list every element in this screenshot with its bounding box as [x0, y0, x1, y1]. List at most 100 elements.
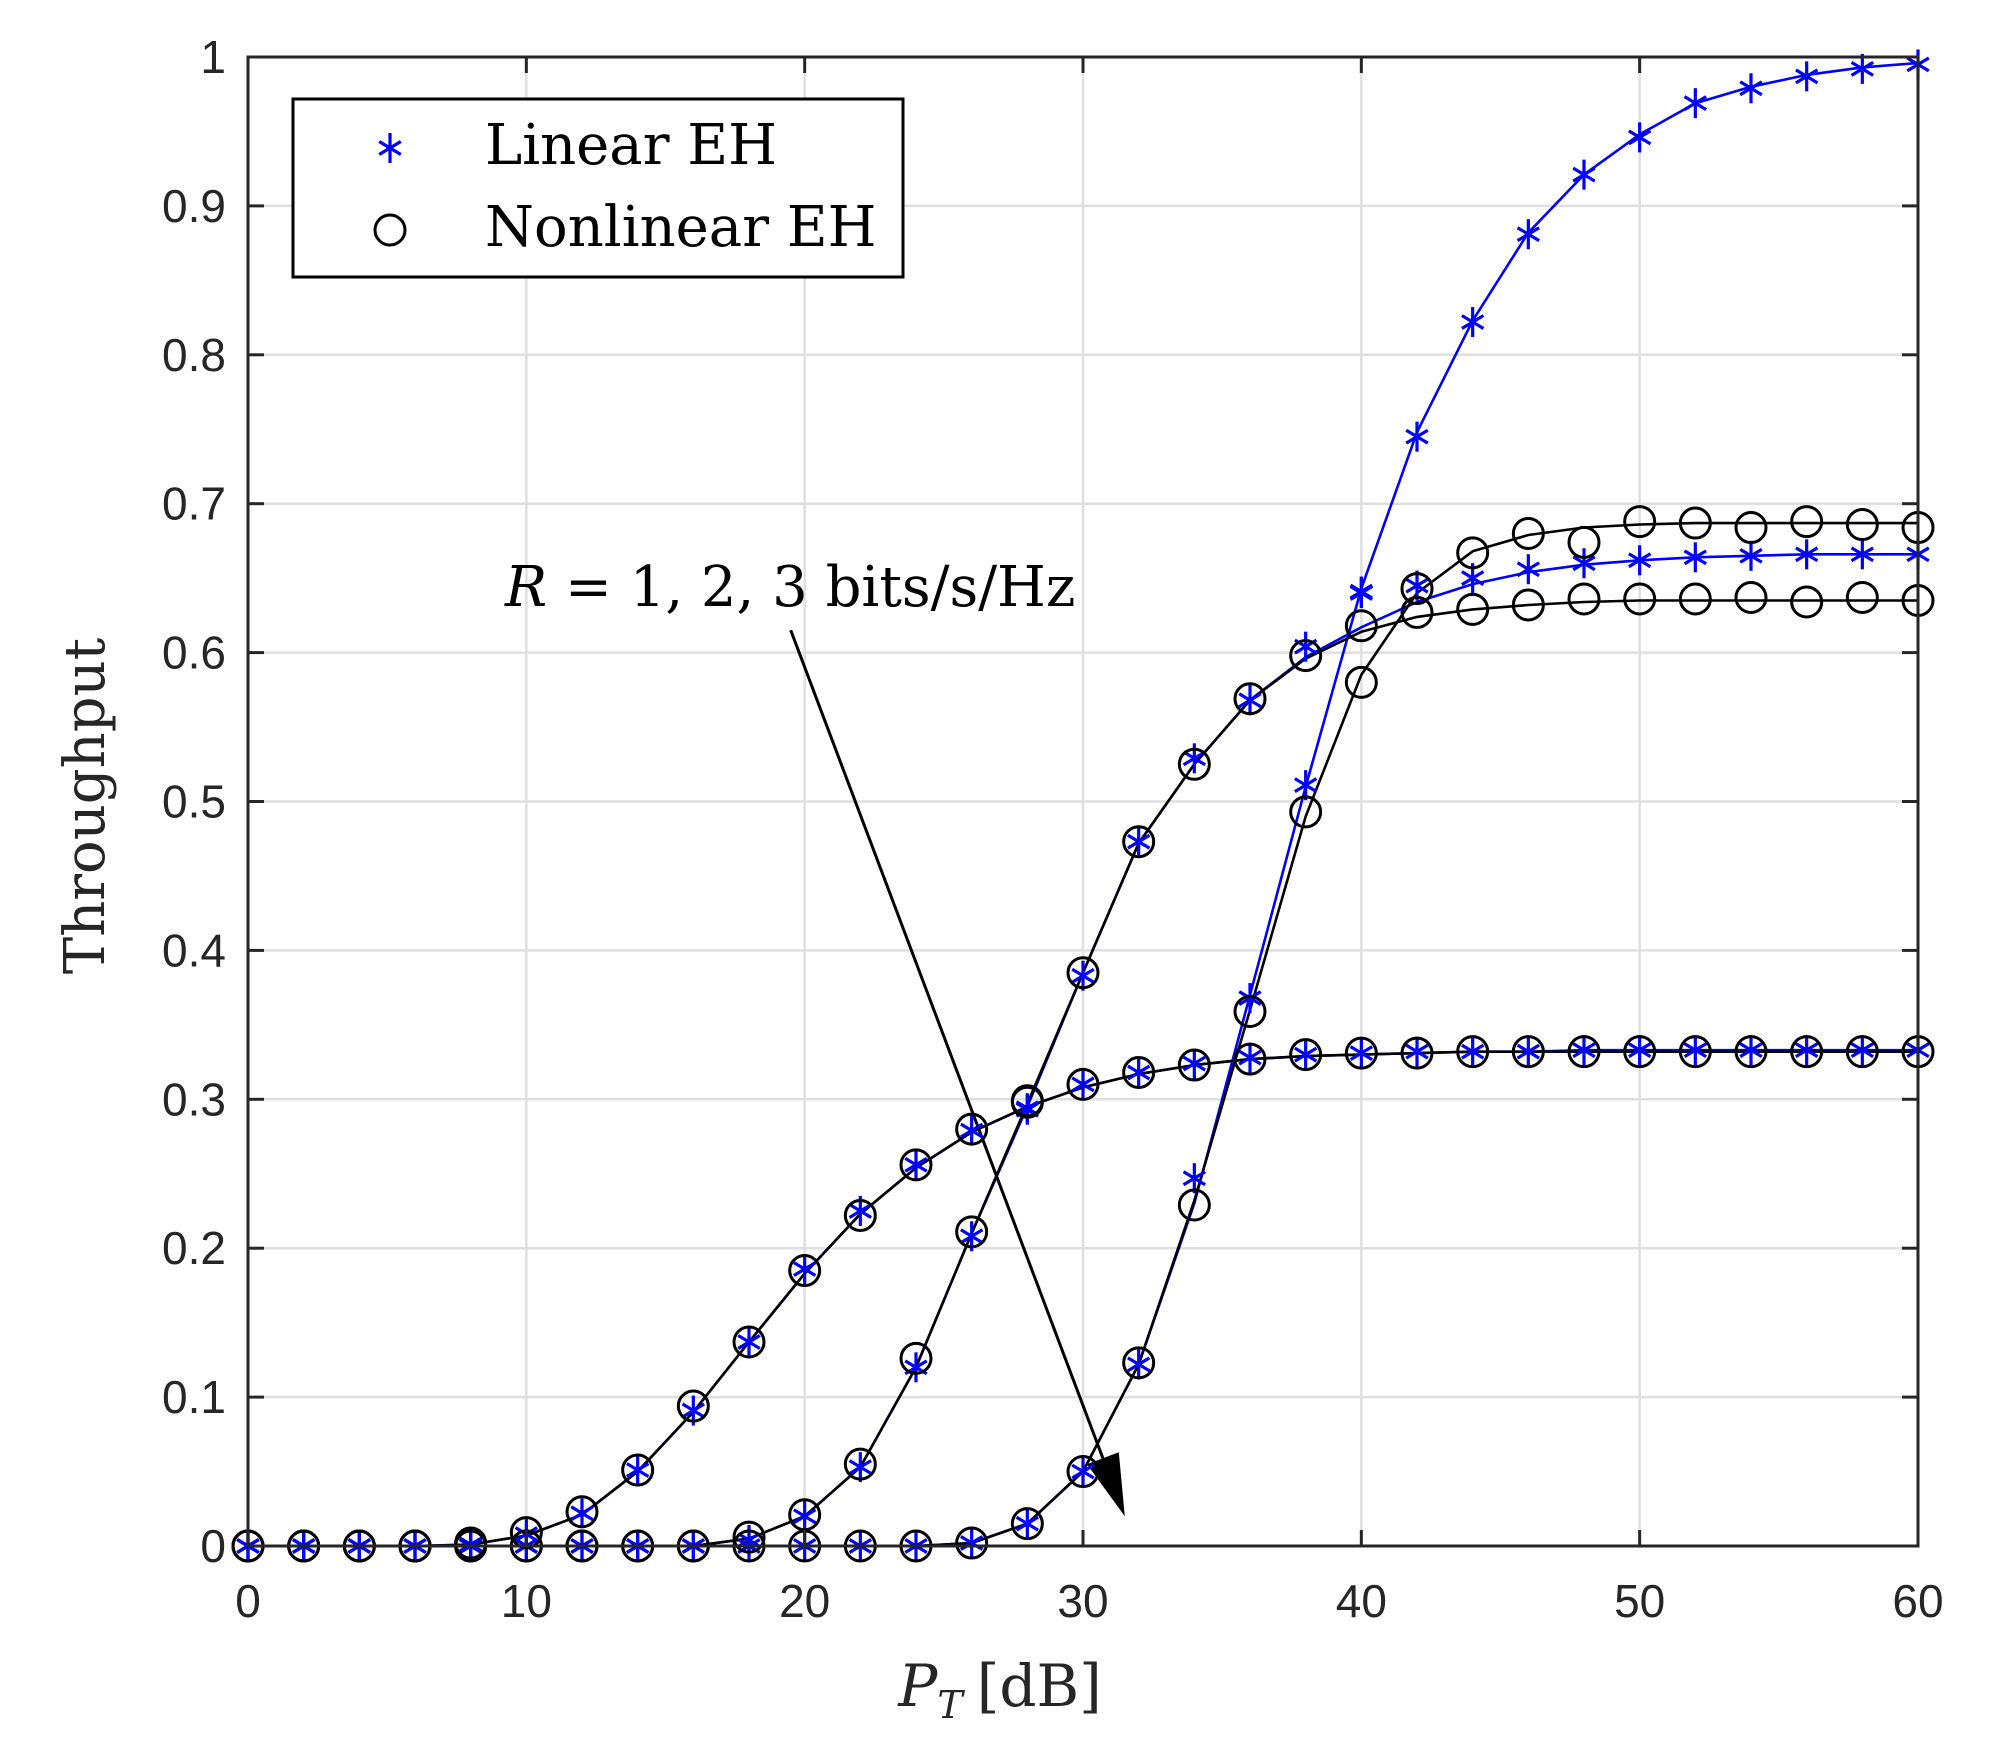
- marker-circle-s7-p7: [621, 1453, 655, 1487]
- marker-asterisk-s5-p21-stroke-d2: [1405, 428, 1429, 445]
- marker-asterisk-s3-p24-stroke-d2: [1572, 555, 1596, 572]
- marker-circle-s7-p20: [1344, 1036, 1378, 1070]
- marker-asterisk-s5-p14-stroke-d2: [1015, 1515, 1039, 1532]
- x-axis-title-symbol: P: [897, 1652, 938, 1720]
- marker-circle-s11-p26: [1678, 506, 1712, 540]
- marker-circle-s7-p12: [899, 1148, 933, 1182]
- marker-asterisk-s5-p18: [1238, 983, 1262, 1014]
- marker-circle-s9-p14: [1010, 1084, 1044, 1118]
- marker-asterisk-s1-p28: [1795, 1035, 1819, 1066]
- marker-circle-s11-p27: [1734, 511, 1768, 545]
- marker-asterisk-s1-p6: [570, 1498, 594, 1529]
- marker-asterisk-s1-p27-stroke-d2: [1739, 1042, 1763, 1059]
- marker-circle-s9-p13: [955, 1215, 989, 1249]
- x-tick-label: 40: [1336, 1575, 1387, 1627]
- marker-asterisk-s5-p15-stroke-d2: [1071, 1463, 1095, 1480]
- y-tick-label: 0: [200, 1520, 226, 1572]
- marker-circle-s9-p21: [1400, 595, 1434, 629]
- marker-asterisk-s1-p17: [1182, 1048, 1206, 1079]
- marker-asterisk-s1-p11-stroke-d2: [848, 1203, 872, 1219]
- x-axis-title-unit: [dB]: [977, 1652, 1102, 1720]
- marker-circle-s11-p14: [1010, 1507, 1044, 1541]
- marker-asterisk-s5-p28: [1795, 61, 1819, 92]
- marker-asterisk-s3-p10: [793, 1501, 817, 1532]
- marker-asterisk-s3-p18: [1238, 685, 1262, 716]
- marker-circle-s7-p5: [509, 1516, 543, 1550]
- marker-asterisk-s1-p13: [960, 1115, 984, 1146]
- marker-circle-s7-p24: [1567, 1035, 1601, 1069]
- marker-circle-s11-p25: [1623, 505, 1657, 539]
- marker-asterisk-s3-p24: [1572, 548, 1596, 579]
- marker-asterisk-s1-p29-stroke-d2: [1850, 1042, 1874, 1059]
- marker-asterisk-s3-p27: [1739, 540, 1763, 571]
- y-tick-label: 1: [200, 31, 226, 83]
- legend-circle: [373, 213, 407, 247]
- marker-asterisk-s5-p14: [1015, 1508, 1039, 1539]
- marker-asterisk-s1-p20-stroke-d2: [1349, 1045, 1373, 1061]
- marker-asterisk-s5-p29: [1850, 53, 1874, 84]
- marker-asterisk-s5-p15: [1071, 1456, 1095, 1487]
- marker-asterisk-s3-p11-stroke-d2: [848, 1459, 872, 1475]
- y-tick-label: 0.1: [162, 1371, 226, 1423]
- marker-asterisk-s1-p24: [1572, 1035, 1596, 1066]
- y-tick-label: 0.4: [162, 924, 226, 976]
- marker-asterisk-s1-p15: [1071, 1069, 1095, 1100]
- marker-asterisk-s3-p25-stroke-d2: [1628, 552, 1652, 569]
- marker-asterisk-s5-p28-stroke-d2: [1795, 68, 1819, 85]
- marker-asterisk-s5-p25: [1628, 122, 1652, 153]
- marker-asterisk-s1-p23-stroke-d2: [1516, 1043, 1540, 1060]
- y-tick-label: 0.3: [162, 1073, 226, 1125]
- legend-label-nonlinear: Nonlinear EH: [485, 195, 876, 260]
- marker-circle-s9-p18: [1233, 682, 1267, 716]
- marker-circle-s7-p21: [1400, 1036, 1434, 1070]
- marker-circle-s11-p28: [1790, 505, 1824, 539]
- y-tick-label: 0.8: [162, 329, 226, 381]
- marker-circle-s11-p19: [1289, 795, 1323, 829]
- marker-asterisk-s1-p17-stroke-d2: [1182, 1055, 1206, 1072]
- marker-asterisk-s1-p16-stroke-d2: [1127, 1064, 1151, 1081]
- annotation-symbol: R: [504, 555, 547, 620]
- marker-asterisk-s1-p26-stroke-d2: [1683, 1042, 1707, 1059]
- marker-circle-s11-p24: [1567, 525, 1601, 559]
- marker-circle-s7-p9: [732, 1325, 766, 1359]
- legend-asterisk: [378, 133, 402, 163]
- marker-circle-s7-p22: [1456, 1035, 1490, 1069]
- marker-circle-s9-p12: [899, 1341, 933, 1375]
- marker-asterisk-s5-p24: [1572, 159, 1596, 190]
- marker-asterisk-s5-p25-stroke-d2: [1628, 129, 1652, 146]
- marker-circle-s9-p11: [843, 1447, 877, 1481]
- marker-circle-s9-p22: [1456, 592, 1490, 626]
- marker-asterisk-s3-p17-stroke-d2: [1182, 750, 1206, 767]
- marker-asterisk-s1-p22: [1461, 1036, 1485, 1067]
- marker-asterisk-s1-p27: [1739, 1035, 1763, 1066]
- marker-circle-s9-p24: [1567, 582, 1601, 616]
- tick-labels: 0 10 20 30 40 50 60 0 0.1 0.2 0.3 0.4 0.5 0.6 0.7 0.8 0.…: [162, 31, 1944, 1627]
- marker-circle-s11-p16: [1122, 1346, 1156, 1380]
- marker-asterisk-s1-p24-stroke-d2: [1572, 1042, 1596, 1059]
- marker-asterisk-s3-p21-stroke-d2: [1405, 577, 1429, 594]
- annotation-label: R = 1, 2, 3 bits/s/Hz: [504, 555, 1075, 620]
- marker-circle-s11-p13: [955, 1526, 989, 1560]
- marker-asterisk-s1-p21-stroke-d2: [1405, 1043, 1429, 1060]
- marker-circle-s7-p13: [955, 1112, 989, 1146]
- marker-circle-s9-p16: [1122, 825, 1156, 859]
- marker-circle-s7-p6: [565, 1495, 599, 1529]
- marker-circle-s9-p19: [1289, 639, 1323, 673]
- marker-asterisk-s3-p25: [1628, 545, 1652, 576]
- marker-asterisk-s1-p25-stroke-d2: [1628, 1042, 1652, 1059]
- x-axis-title: PT [dB]: [897, 1652, 1101, 1727]
- x-tick-label: 20: [779, 1575, 830, 1627]
- marker-asterisk-s5-p22-stroke-d2: [1461, 314, 1485, 330]
- marker-circle-s11-p20: [1344, 665, 1378, 699]
- marker-circle-s9-p15: [1066, 956, 1100, 990]
- marker-asterisk-s1-p9-stroke-d2: [737, 1334, 761, 1350]
- grid-lines: [248, 57, 1918, 1546]
- marker-asterisk-s5-p21: [1405, 421, 1429, 452]
- marker-asterisk-s3-p28-stroke-d2: [1795, 546, 1819, 563]
- marker-asterisk-s1-p22-stroke-d2: [1461, 1043, 1485, 1060]
- marker-asterisk-s5-p17: [1182, 1163, 1206, 1194]
- marker-asterisk-s5-p19-stroke-d2: [1294, 777, 1318, 793]
- marker-asterisk-s5-p26: [1683, 88, 1707, 119]
